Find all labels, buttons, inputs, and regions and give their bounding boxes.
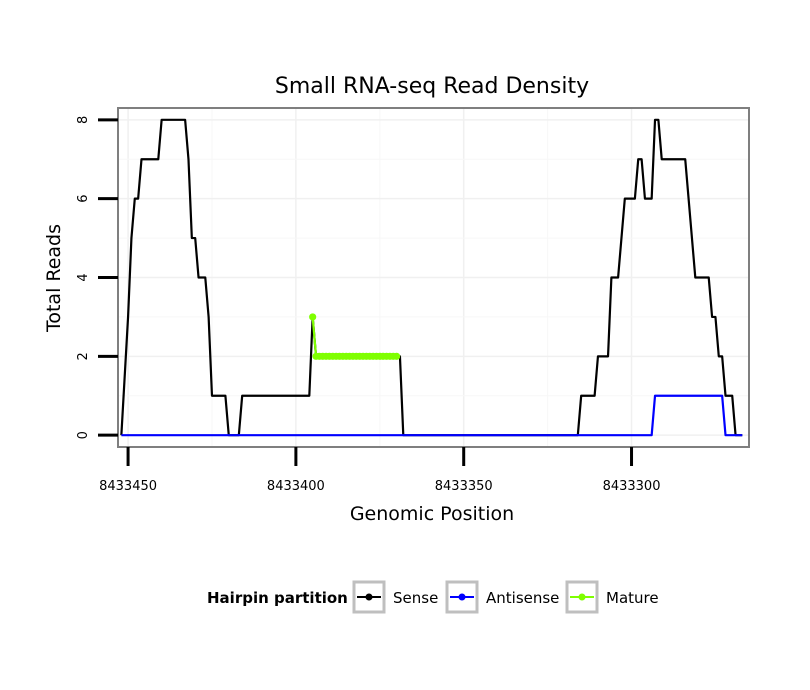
x-tick-label: 8433300 xyxy=(603,479,661,494)
legend-label-mature: Mature xyxy=(606,589,659,607)
y-tick-label: 2 xyxy=(76,352,91,360)
y-axis-label: Total Reads xyxy=(43,224,65,333)
y-tick-label: 0 xyxy=(76,431,91,439)
x-axis-label: Genomic Position xyxy=(350,503,514,525)
chart-title: Small RNA-seq Read Density xyxy=(275,74,589,99)
series-line-antisense xyxy=(121,394,743,437)
legend-key-point-antisense xyxy=(458,593,466,601)
legend-label-sense: Sense xyxy=(393,589,438,607)
legend-title: Hairpin partition xyxy=(207,589,348,607)
y-tick-label: 4 xyxy=(76,273,91,281)
legend-key-point-mature xyxy=(578,593,586,601)
y-tick-label: 8 xyxy=(76,116,91,124)
data-point-mature xyxy=(309,313,317,321)
series-layer xyxy=(120,118,743,437)
x-tick-label: 8433350 xyxy=(435,479,493,494)
grid xyxy=(118,108,749,447)
series-line-mature xyxy=(311,316,397,358)
x-tick-label: 8433400 xyxy=(267,479,325,494)
y-axis: 0 2 4 6 8 xyxy=(76,116,118,439)
legend-label-antisense: Antisense xyxy=(486,589,559,607)
legend-key-point-sense xyxy=(365,593,373,601)
x-tick-label: 8433450 xyxy=(99,479,157,494)
legend: Hairpin partition Sense Antisense Mature xyxy=(207,580,659,614)
series-line-sense xyxy=(120,118,743,437)
data-point-mature xyxy=(392,352,401,360)
y-tick-label: 6 xyxy=(76,195,91,203)
x-axis: 8433450 8433400 8433350 8433300 xyxy=(99,447,660,494)
